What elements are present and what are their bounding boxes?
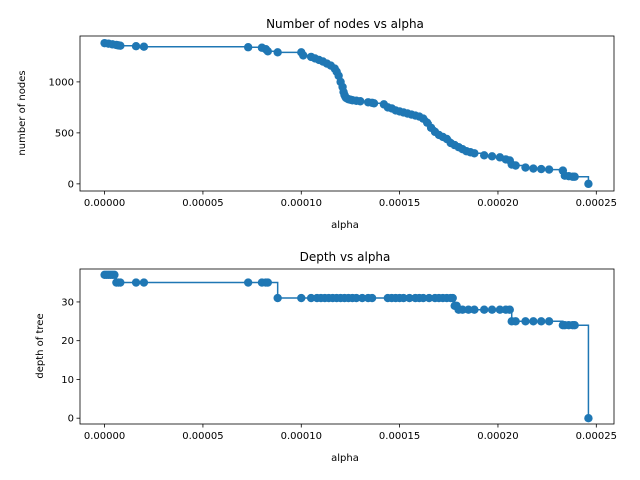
- depth-data-point: [297, 293, 306, 303]
- nodes-data-point: [243, 43, 253, 52]
- depth-x-tick-label: 0.00025: [576, 431, 617, 442]
- depth-data-point: [470, 305, 479, 314]
- nodes-vs-alpha-subplot: Number of nodes vs alpha alpha number of…: [17, 17, 617, 231]
- depth-vs-alpha-subplot: Depth vs alpha alpha depth of tree 0.000…: [35, 250, 617, 464]
- depth-y-tick-label: 30: [61, 297, 74, 308]
- depth-data-point: [243, 278, 253, 287]
- depth-plot-area: [100, 270, 593, 423]
- nodes-data-point: [131, 42, 141, 51]
- depth-x-axis-label: alpha: [331, 453, 359, 464]
- nodes-chart-title: Number of nodes vs alpha: [266, 17, 424, 31]
- nodes-data-point: [299, 51, 308, 60]
- nodes-data-point: [470, 149, 479, 158]
- depth-chart-title: Depth vs alpha: [300, 250, 391, 264]
- depth-data-point: [273, 293, 282, 303]
- nodes-axis-ticks: 0.00000 0.00005 0.00010 0.00015 0.00020 0.000…: [49, 77, 617, 209]
- depth-data-point: [263, 278, 273, 287]
- nodes-data-point: [139, 42, 149, 51]
- nodes-axes-frame: [79, 35, 615, 192]
- depth-data-point: [306, 293, 316, 303]
- depth-data-point: [487, 305, 497, 314]
- nodes-data-point: [116, 41, 125, 50]
- depth-data-point: [405, 293, 414, 303]
- depth-x-tick-label: 0.00020: [477, 431, 518, 442]
- nodes-y-tick-label: 500: [55, 128, 74, 139]
- depth-data-point: [448, 293, 457, 303]
- nodes-data-point: [487, 152, 497, 161]
- depth-x-tick-label: 0.00000: [84, 431, 125, 442]
- nodes-data-point: [369, 99, 379, 108]
- depth-data-point: [116, 278, 125, 287]
- nodes-data-point: [356, 97, 365, 106]
- depth-data-point: [505, 305, 514, 314]
- depth-axis-ticks: 0.00000 0.00005 0.00010 0.00015 0.00020 0.000…: [61, 297, 617, 442]
- nodes-data-point: [570, 172, 579, 181]
- depth-y-axis-label: depth of tree: [35, 313, 46, 378]
- nodes-data-point: [273, 48, 282, 57]
- depth-y-tick-label: 20: [61, 336, 74, 347]
- depth-data-point: [458, 305, 467, 314]
- nodes-x-axis-label: alpha: [331, 220, 359, 231]
- depth-data-point: [358, 293, 367, 303]
- nodes-data-point: [537, 164, 546, 174]
- depth-x-tick-label: 0.00015: [379, 431, 420, 442]
- depth-data-point: [419, 293, 428, 303]
- nodes-data-point: [521, 163, 530, 172]
- depth-x-tick-label: 0.00010: [281, 431, 322, 442]
- depth-data-point: [399, 293, 408, 303]
- depth-data-point: [570, 320, 579, 330]
- nodes-x-tick-label: 0.00000: [84, 198, 125, 209]
- nodes-data-point: [479, 151, 489, 160]
- depth-data-point: [521, 317, 530, 326]
- depth-data-point: [424, 293, 434, 303]
- depth-x-tick-label: 0.00005: [182, 431, 223, 442]
- nodes-x-tick-label: 0.00020: [477, 198, 518, 209]
- depth-data-point: [352, 293, 361, 303]
- nodes-data-point: [511, 161, 520, 170]
- depth-data-point: [544, 317, 554, 326]
- depth-data-point: [511, 317, 520, 326]
- depth-data-point: [139, 278, 149, 287]
- nodes-x-tick-label: 0.00025: [576, 198, 617, 209]
- depth-axes-frame: [79, 268, 615, 425]
- depth-data-point: [131, 278, 141, 287]
- nodes-y-tick-label: 1000: [49, 77, 74, 88]
- nodes-x-tick-label: 0.00005: [182, 198, 223, 209]
- nodes-x-tick-label: 0.00010: [281, 198, 322, 209]
- depth-data-point: [495, 305, 505, 314]
- depth-data-point: [464, 305, 473, 314]
- nodes-y-axis-label: number of nodes: [17, 70, 28, 155]
- nodes-data-point: [529, 164, 538, 173]
- depth-data-point: [367, 293, 377, 303]
- depth-data-point: [537, 317, 546, 326]
- depth-data-point: [110, 270, 119, 280]
- depth-data-point: [584, 413, 593, 423]
- nodes-x-tick-label: 0.00015: [379, 198, 420, 209]
- nodes-plot-area: [100, 38, 593, 189]
- nodes-data-point: [544, 165, 554, 174]
- depth-y-tick-label: 0: [68, 414, 74, 425]
- nodes-data-point: [584, 179, 593, 189]
- depth-data-point: [479, 305, 489, 314]
- depth-y-tick-label: 10: [61, 375, 74, 386]
- nodes-data-point: [263, 47, 273, 56]
- nodes-y-tick-label: 0: [68, 179, 74, 190]
- depth-data-point: [529, 317, 538, 326]
